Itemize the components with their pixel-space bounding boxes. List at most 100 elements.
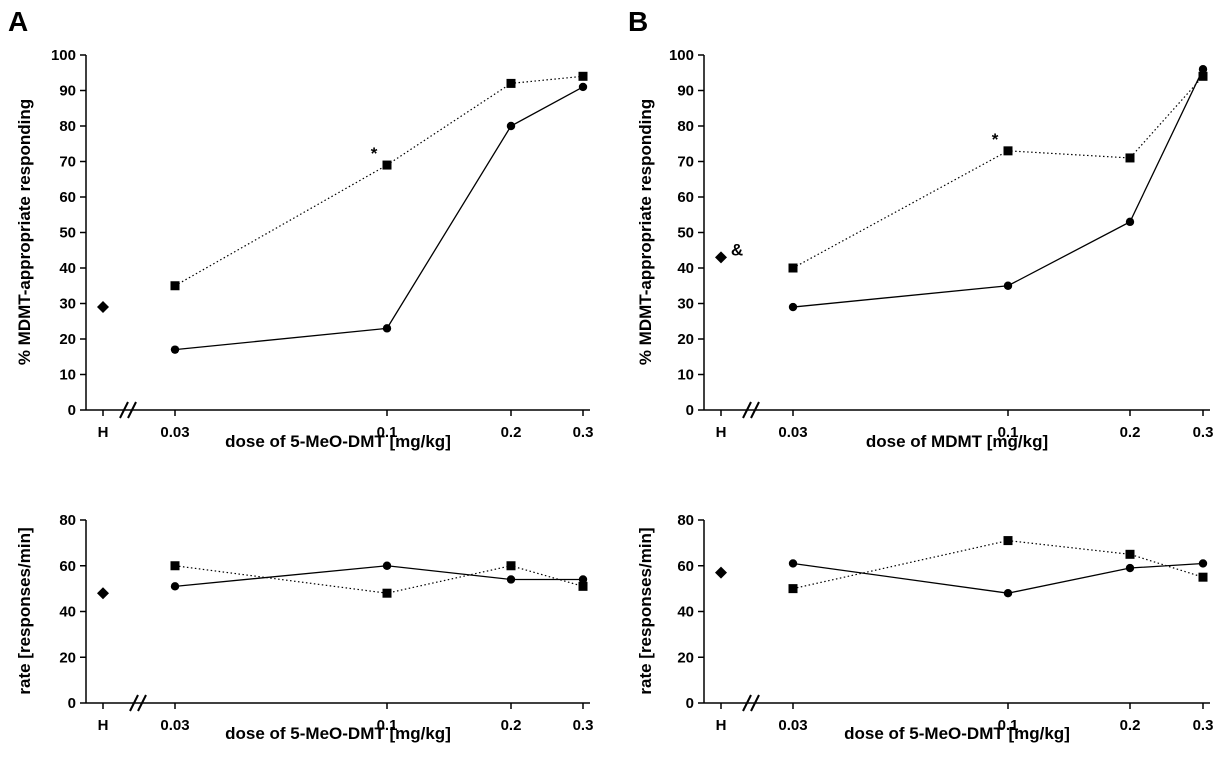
chart-1-x-tick-label-control: H xyxy=(98,424,109,441)
chart-1-y-tick-label: 40 xyxy=(59,260,76,277)
chart-2-square-marker xyxy=(1198,71,1208,81)
chart-2-x-axis-title: dose of MDMT [mg/kg] xyxy=(866,432,1048,451)
chart-4-y-axis-title: rate [responses/min] xyxy=(636,527,655,694)
chart-3-series-2-line xyxy=(174,565,583,587)
chart-4-control-diamond-marker xyxy=(715,566,727,579)
chart-4-axis-break-mark xyxy=(750,694,760,712)
chart-3-circle-marker xyxy=(506,575,516,584)
chart-3-x-tick-label-control: H xyxy=(98,717,109,734)
chart-4-y-tick-label: 40 xyxy=(677,604,694,621)
chart-2-circle-marker xyxy=(788,302,798,312)
chart-1-circle-marker xyxy=(382,324,392,333)
chart-1-y-tick-label: 90 xyxy=(59,83,76,100)
chart-1-y-tick-label: 20 xyxy=(59,331,76,348)
chart-1-series-1-line xyxy=(174,75,584,287)
chart-4-y-tick-label: 60 xyxy=(677,558,694,575)
chart-1-series-2-line xyxy=(174,86,584,351)
chart-1-x-tick-label: 0.2 xyxy=(501,424,522,441)
chart-3-x-tick-label: 0.2 xyxy=(501,717,522,734)
panel-label-a: A xyxy=(8,6,29,37)
chart-2-y-tick-label: 70 xyxy=(677,154,694,171)
chart-1-x-tick-label: 0.03 xyxy=(160,424,189,441)
chart-2-y-tick-label: 10 xyxy=(677,367,694,384)
chart-4-y-tick-label: 80 xyxy=(677,512,694,529)
chart-2-axis-break-mark xyxy=(742,401,752,419)
chart-3-x-tick-label: 0.3 xyxy=(573,717,594,734)
chart-2-y-tick-label: 40 xyxy=(677,260,694,277)
chart-1-y-tick-label: 60 xyxy=(59,189,76,206)
chart-3-x-tick-label: 0.1 xyxy=(377,717,398,734)
chart-2-significance-annotation: * xyxy=(992,130,999,149)
chart-4-circle-marker xyxy=(1003,589,1013,598)
chart-1-y-tick-label: 10 xyxy=(59,367,76,384)
chart-2-circle-marker xyxy=(1198,65,1208,74)
chart-4-circle-marker xyxy=(1198,559,1208,568)
chart-1-axis-break-mark xyxy=(119,401,129,419)
chart-3-control-diamond-marker xyxy=(97,587,109,600)
chart-2-y-tick-label: 90 xyxy=(677,83,694,100)
chart-1-x-axis-title: dose of 5-MeO-DMT [mg/kg] xyxy=(225,432,451,451)
chart-4-series-1-line xyxy=(792,539,1204,590)
chart-1-y-tick-label: 80 xyxy=(59,118,76,135)
chart-3-x-tick-label: 0.03 xyxy=(160,717,189,734)
chart-2-circle-marker xyxy=(1125,217,1135,227)
chart-3-square-marker xyxy=(578,581,588,591)
chart-1-circle-marker xyxy=(578,82,588,92)
chart-2-y-axis-title: % MDMT-appropriate responding xyxy=(636,99,655,365)
chart-2-y-tick-label: 100 xyxy=(669,47,694,64)
chart-3-circle-marker xyxy=(382,561,392,570)
chart-3-axis-break-mark xyxy=(129,694,139,712)
chart-1-y-tick-label: 100 xyxy=(51,47,76,64)
chart-4-square-marker xyxy=(788,584,798,594)
chart-4-series-2-line xyxy=(792,562,1204,594)
chart-4-circle-marker xyxy=(788,559,798,568)
chart-3-circle-marker xyxy=(578,575,588,584)
chart-3-y-tick-label: 20 xyxy=(59,649,76,666)
chart-1-y-tick-label: 70 xyxy=(59,154,76,171)
chart-2-y-tick-label: 80 xyxy=(677,118,694,135)
chart-2-circle-marker xyxy=(1003,281,1013,290)
chart-2-x-tick-label: 0.2 xyxy=(1120,424,1141,441)
chart-3-square-marker xyxy=(382,588,392,598)
chart-1-square-marker xyxy=(382,160,392,170)
chart-4-x-tick-label: 0.03 xyxy=(778,717,807,734)
chart-2-square-marker xyxy=(1125,153,1135,163)
chart-2-y-tick-label: 60 xyxy=(677,189,694,206)
chart-2-square-marker xyxy=(1003,146,1013,156)
chart-4-circle-marker xyxy=(1125,563,1135,573)
chart-4-square-marker xyxy=(1003,536,1013,546)
chart-2-control-diamond-marker xyxy=(715,251,727,264)
chart-2-square-marker xyxy=(788,263,798,273)
chart-2-y-tick-label: 30 xyxy=(677,296,694,313)
chart-3-y-tick-label: 40 xyxy=(59,604,76,621)
chart-3-y-axis-title: rate [responses/min] xyxy=(15,527,34,694)
chart-3-y-tick-label: 0 xyxy=(68,695,76,712)
chart-3-axis-break-mark xyxy=(137,694,147,712)
chart-2-x-tick-label-control: H xyxy=(716,424,727,441)
chart-4-axis-break-mark xyxy=(742,694,752,712)
chart-1-circle-marker xyxy=(170,345,180,354)
panel-label-b: B xyxy=(628,6,649,37)
chart-3-y-tick-label: 60 xyxy=(59,558,76,575)
chart-4-x-tick-label: 0.1 xyxy=(998,717,1019,734)
chart-4-x-tick-label: 0.3 xyxy=(1193,717,1214,734)
chart-2-x-tick-label: 0.03 xyxy=(778,424,807,441)
chart-2-y-tick-label: 50 xyxy=(677,225,694,242)
chart-1-y-tick-label: 0 xyxy=(68,402,76,419)
chart-2-axis-break-mark xyxy=(750,401,760,419)
chart-3-y-tick-label: 80 xyxy=(59,512,76,529)
chart-2-series-2-line xyxy=(792,68,1204,308)
chart-1-axis-break-mark xyxy=(127,401,137,419)
chart-2-y-tick-label: 0 xyxy=(686,402,694,419)
chart-1-x-tick-label: 0.1 xyxy=(377,424,398,441)
chart-1-square-marker xyxy=(578,71,588,81)
chart-2-significance-annotation: & xyxy=(731,240,743,259)
chart-4-y-tick-label: 20 xyxy=(677,649,694,666)
chart-3-series-1-line xyxy=(174,565,584,594)
chart-2-y-tick-label: 20 xyxy=(677,331,694,348)
chart-3-square-marker xyxy=(170,561,180,571)
chart-4-square-marker xyxy=(1125,549,1135,559)
chart-1-y-tick-label: 30 xyxy=(59,296,76,313)
chart-1-y-axis-title: % MDMT-appropriate responding xyxy=(15,99,34,365)
